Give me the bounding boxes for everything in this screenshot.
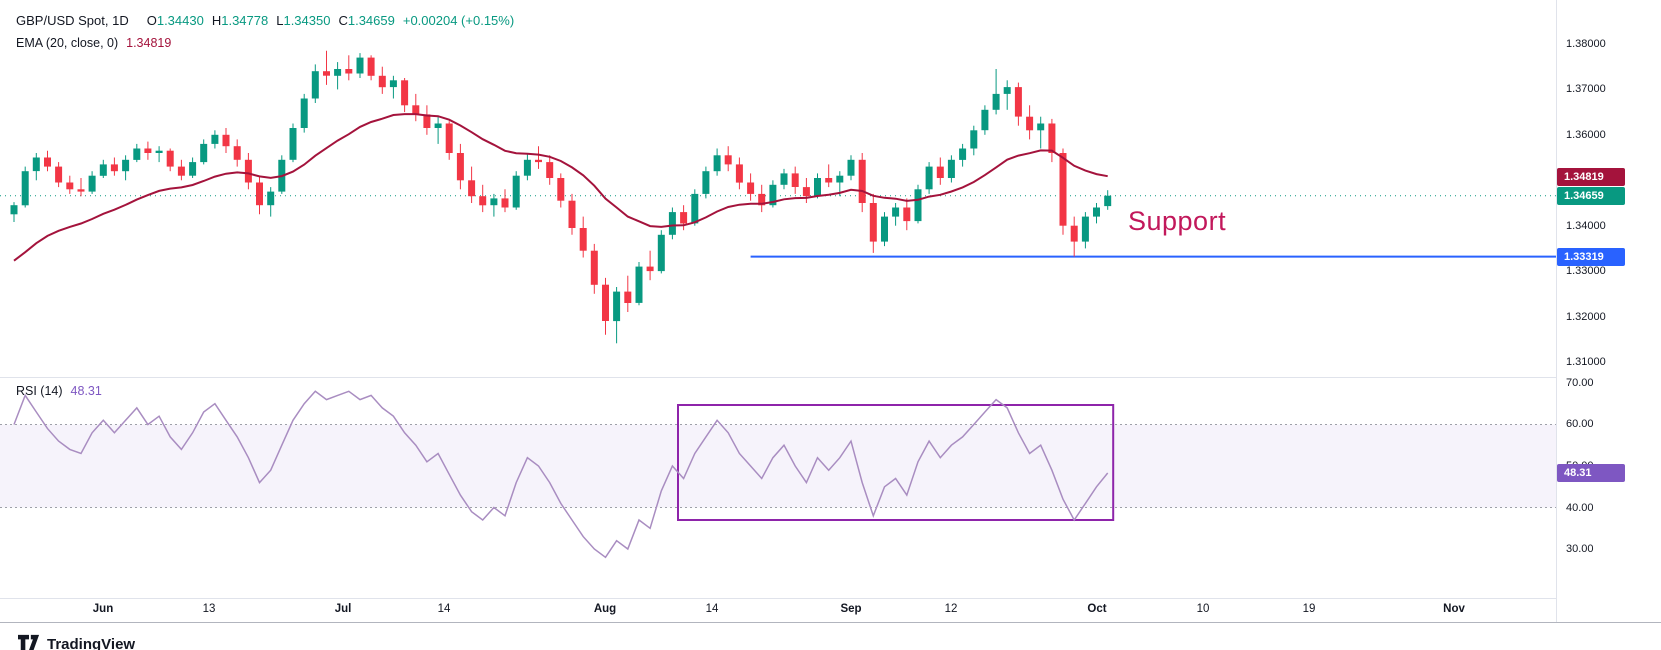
price-axis-label: 1.38000 [1566,38,1606,50]
rsi-axis-label: 70.00 [1566,377,1594,389]
price-axis-label: 1.31000 [1566,356,1606,368]
change-value: +0.00204 (+0.15%) [402,13,515,28]
price-axis-label: 1.36000 [1566,129,1606,141]
ohlc-high-value: 1.34778 [221,13,269,28]
time-axis-label: 13 [202,603,216,615]
support-annotation[interactable]: Support [1128,206,1227,236]
price-axis[interactable]: 1.380001.370001.360001.350001.340001.330… [1556,0,1661,622]
ohlc-open-label: O [146,13,157,28]
ohlc-high-label: H [211,13,222,28]
price-axis-label: 1.33000 [1566,265,1606,277]
time-axis-label: Jul [334,603,352,615]
time-axis-label: 19 [1302,603,1316,615]
rsi-badge: 48.31 [1557,464,1625,482]
rsi-axis-label: 40.00 [1566,502,1594,514]
ema-legend[interactable]: EMA (20, close, 0) 1.34819 [16,36,171,50]
rsi-value: 48.31 [70,384,102,398]
tradingview-logo-text: TradingView [47,635,136,650]
price-badge: 1.34819 [1557,168,1625,186]
symbol-name: GBP/USD Spot, 1D [16,13,129,28]
time-axis-label: Nov [1443,603,1465,615]
ohlc-low-value: 1.34350 [283,13,331,28]
ema-label: EMA (20, close, 0) [16,36,119,50]
price-axis-label: 1.32000 [1566,311,1606,323]
price-badge: 1.33319 [1557,248,1625,266]
ohlc-open-value: 1.34430 [156,13,204,28]
rsi-label: RSI (14) [16,384,63,398]
symbol-legend[interactable]: GBP/USD Spot, 1D O1.34430 H1.34778 L1.34350… [16,13,514,28]
ohlc-low-label: L [276,13,284,28]
rsi-axis-label: 60.00 [1566,418,1594,430]
ema-value: 1.34819 [126,36,172,50]
time-axis-label: Sep [840,603,862,615]
price-rsi-plot[interactable] [0,0,1556,598]
time-axis-label: 10 [1196,603,1210,615]
tradingview-logo[interactable]: TradingView [18,634,135,650]
ohlc-close-value: 1.34659 [347,13,395,28]
time-axis-label: Jun [92,603,114,615]
rsi-legend[interactable]: RSI (14) 48.31 [16,384,102,398]
price-axis-label: 1.37000 [1566,83,1606,95]
price-axis-label: 1.34000 [1566,220,1606,232]
price-badge: 1.34659 [1557,187,1625,205]
time-axis-label: Aug [593,603,617,615]
divider [0,622,1661,623]
time-axis[interactable]: Jun 13 Jul 14 Aug 14 Sep 12 Oct 10 19 Nov [0,598,1556,622]
time-axis-label: 14 [437,603,451,615]
rsi-axis-label: 30.00 [1566,543,1594,555]
time-axis-label: 12 [944,603,958,615]
time-axis-label: Oct [1087,603,1107,615]
tradingview-logo-icon [18,634,40,650]
ohlc-close-label: C [338,13,348,28]
time-axis-label: 14 [705,603,719,615]
